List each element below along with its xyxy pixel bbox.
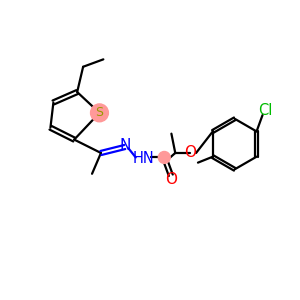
Text: HN: HN bbox=[133, 151, 154, 166]
Text: N: N bbox=[119, 138, 130, 153]
Text: S: S bbox=[95, 106, 104, 119]
Text: Cl: Cl bbox=[258, 103, 273, 118]
Circle shape bbox=[91, 104, 108, 122]
Text: O: O bbox=[184, 146, 196, 160]
Circle shape bbox=[158, 152, 170, 164]
Text: O: O bbox=[165, 172, 177, 187]
